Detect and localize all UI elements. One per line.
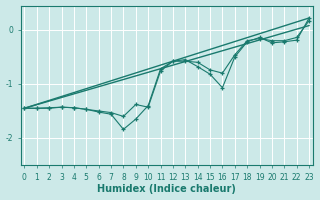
X-axis label: Humidex (Indice chaleur): Humidex (Indice chaleur) [97,184,236,194]
